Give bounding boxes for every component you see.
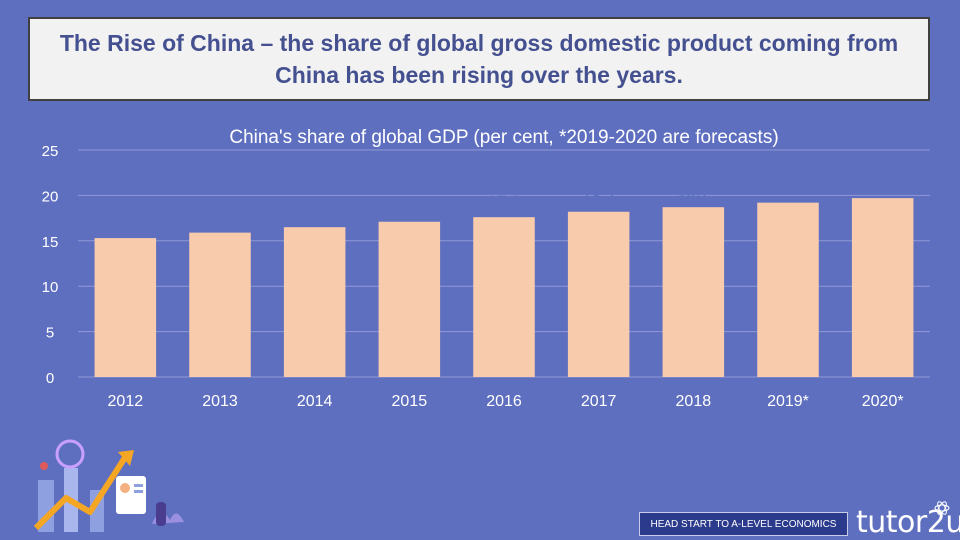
- bar: [851, 198, 914, 377]
- bar: [757, 202, 819, 377]
- tagline-badge: HEAD START TO A-LEVEL ECONOMICS: [639, 512, 848, 536]
- data-label: 18.7: [677, 182, 710, 201]
- data-label: 18.2: [582, 187, 615, 206]
- bar: [283, 227, 346, 377]
- x-tick-label: 2019*: [767, 393, 809, 410]
- data-label: 19.2: [771, 178, 804, 197]
- data-label: 17.6: [487, 192, 520, 211]
- x-tick-label: 2020*: [862, 393, 904, 410]
- page-title: The Rise of China – the share of global …: [59, 30, 899, 88]
- y-tick-label: 0: [46, 370, 54, 387]
- y-tick-label: 5: [46, 325, 54, 342]
- bar: [662, 207, 725, 377]
- title-box: The Rise of China – the share of global …: [28, 17, 930, 101]
- x-tick-label: 2012: [108, 393, 144, 410]
- x-tick-label: 2015: [392, 393, 428, 410]
- x-tick-label: 2014: [297, 393, 333, 410]
- y-tick-label: 15: [42, 234, 59, 251]
- data-label: 17.1: [393, 197, 426, 216]
- bar: [567, 211, 630, 377]
- atom-icon: [934, 501, 950, 515]
- y-tick-label: 25: [42, 143, 59, 160]
- bar: [473, 217, 535, 377]
- data-label: 19.7: [866, 173, 899, 192]
- data-label: 16.5: [298, 202, 331, 221]
- x-tick-label: 2017: [581, 393, 617, 410]
- data-label: 15.3: [109, 213, 142, 232]
- x-tick-label: 2016: [486, 393, 522, 410]
- growth-illustration-icon: [33, 439, 184, 532]
- chart-title: China's share of global GDP (per cent, *…: [229, 127, 778, 148]
- x-tick-label: 2013: [202, 393, 238, 410]
- bar: [189, 232, 251, 377]
- y-tick-label: 20: [42, 188, 59, 205]
- bar: [378, 221, 441, 377]
- bar: [94, 238, 157, 377]
- data-label: 15.9: [203, 208, 236, 227]
- y-tick-label: 10: [42, 279, 59, 296]
- x-tick-label: 2018: [676, 393, 712, 410]
